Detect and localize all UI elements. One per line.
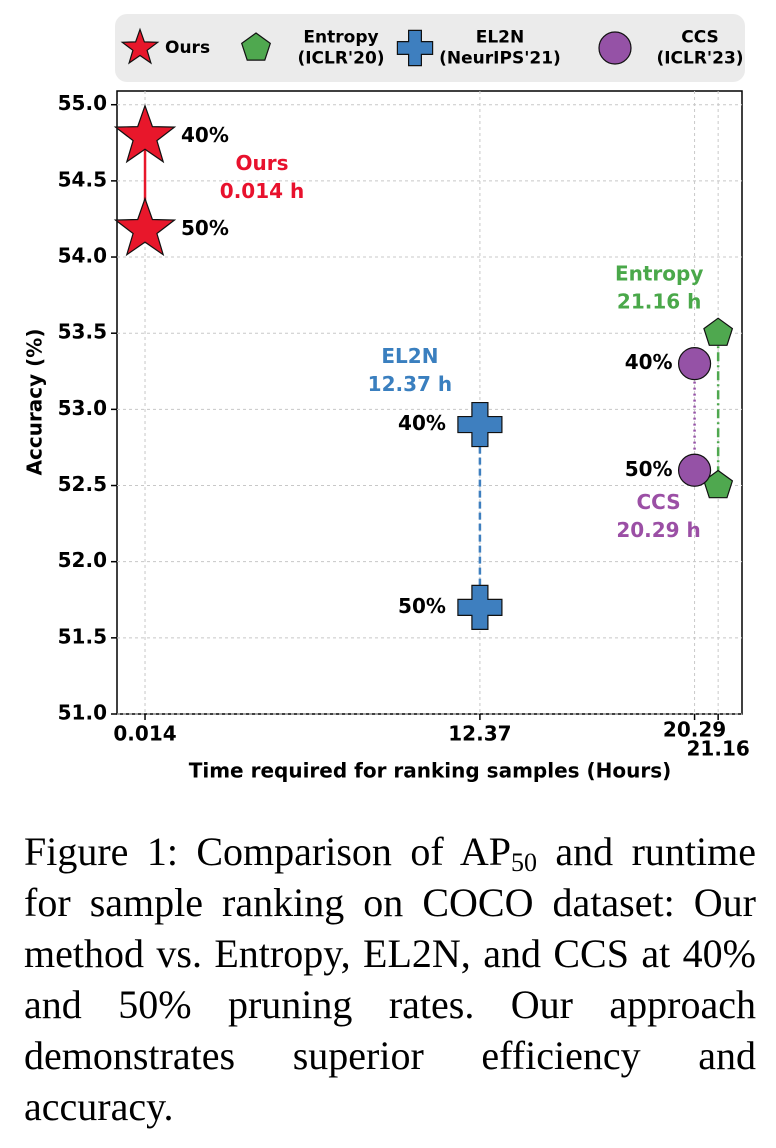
y-tick-label: 53.0 bbox=[58, 396, 107, 420]
y-tick-label: 52.5 bbox=[58, 472, 107, 496]
point-label: 40% bbox=[181, 123, 229, 147]
y-tick-label: 55.0 bbox=[58, 91, 107, 115]
legend-label: CCS (ICLR'23) bbox=[656, 28, 743, 69]
figure-caption: Figure 1: Comparison of AP50 and runtime… bbox=[24, 826, 756, 1132]
annotation: 20.29 h bbox=[616, 518, 700, 542]
grid bbox=[117, 91, 742, 715]
plus-marker bbox=[457, 584, 503, 630]
annotation: 21.16 h bbox=[617, 290, 701, 314]
chart: Accuracy (%) Time required for ranking s… bbox=[23, 14, 750, 783]
circle-marker bbox=[677, 347, 712, 381]
x-tick-label: 0.014 bbox=[113, 722, 176, 746]
legend-label: Ours bbox=[165, 38, 210, 58]
annotation: 0.014 h bbox=[220, 179, 304, 203]
point-label: 50% bbox=[398, 594, 446, 618]
y-tick-label: 51.0 bbox=[58, 701, 107, 725]
x-axis-label: Time required for ranking samples (Hours… bbox=[189, 759, 672, 783]
point-label: 40% bbox=[625, 350, 673, 374]
star-marker bbox=[120, 27, 160, 65]
caption-prefix: Figure 1: Comparison of AP bbox=[24, 829, 511, 874]
star-marker bbox=[113, 103, 177, 164]
caption-subscript: 50 bbox=[511, 848, 537, 877]
y-tick-label: 53.5 bbox=[58, 320, 107, 344]
plus-marker bbox=[396, 29, 434, 67]
x-tick-label: 20.29 bbox=[663, 718, 726, 742]
caption-text: and runtime for sample ranking on COCO d… bbox=[24, 829, 756, 1129]
point-label: 50% bbox=[181, 216, 229, 240]
x-tick-label: 12.37 bbox=[448, 722, 511, 746]
y-tick-label: 54.0 bbox=[58, 244, 107, 268]
annotation: CCS bbox=[636, 490, 680, 514]
y-tick-label: 52.0 bbox=[58, 548, 107, 572]
legend-label: EL2N (NeurIPS'21) bbox=[439, 28, 561, 69]
pentagon-marker bbox=[703, 317, 734, 346]
point-label: 40% bbox=[398, 411, 446, 435]
circle-marker bbox=[677, 453, 712, 487]
annotation: 12.37 h bbox=[368, 372, 452, 396]
annotation: Entropy bbox=[615, 262, 703, 286]
y-tick-label: 54.5 bbox=[58, 167, 107, 191]
x-tick-label: 21.16 bbox=[687, 737, 750, 761]
star-marker bbox=[113, 196, 177, 257]
pentagon-marker bbox=[240, 32, 272, 61]
annotation: EL2N bbox=[381, 344, 438, 368]
y-tick-label: 51.5 bbox=[58, 624, 107, 648]
legend-label: Entropy (ICLR'20) bbox=[297, 28, 384, 69]
circle-marker bbox=[598, 31, 632, 65]
plot-frame bbox=[116, 90, 743, 715]
point-label: 50% bbox=[625, 457, 673, 481]
annotation: Ours bbox=[236, 151, 289, 175]
y-axis-label: Accuracy (%) bbox=[23, 329, 47, 476]
plus-marker bbox=[457, 401, 503, 448]
